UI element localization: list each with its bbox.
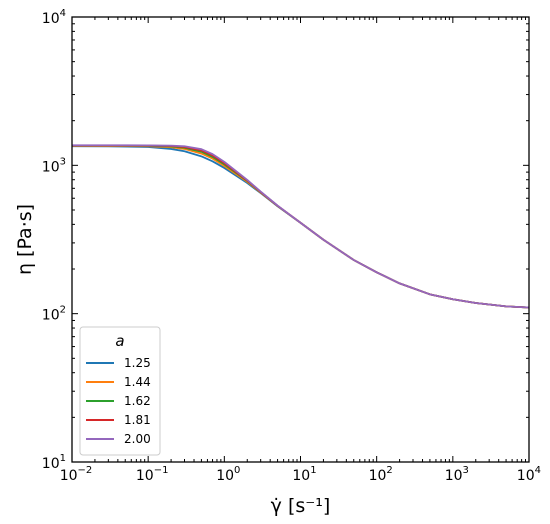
y-axis-label: η [Pa·s]	[14, 204, 36, 275]
legend-label-2: 1.62	[124, 394, 151, 408]
legend-entries: 1.25 1.44 1.62 1.81 2.00	[86, 356, 151, 446]
axis-ticks: 10−2 10−1 100 101 102 103 104 101 102 103 104	[42, 8, 541, 484]
x-tick-label: 102	[369, 465, 393, 484]
y-tick-label: 102	[42, 305, 66, 324]
legend-box	[79, 326, 161, 456]
series-line-1	[71, 145, 530, 309]
x-tick-label: 100	[216, 465, 240, 484]
y-tick-label: 103	[42, 156, 66, 175]
series-line-3	[72, 144, 530, 309]
series-line-0	[71, 145, 530, 309]
legend-title: a	[115, 332, 124, 350]
y-tick-label: 101	[42, 453, 66, 472]
series-line-2	[72, 144, 530, 309]
series-line-4	[72, 144, 530, 309]
x-axis-label: γ̇ [s⁻¹]	[271, 495, 331, 517]
y-tick-label: 104	[42, 8, 66, 27]
x-tick-label: 10−1	[136, 465, 169, 484]
x-tick-label: 104	[517, 465, 541, 484]
legend-label-4: 2.00	[124, 432, 151, 446]
legend-label-3: 1.81	[124, 413, 151, 427]
legend-label-0: 1.25	[124, 356, 151, 370]
legend: a 1.25 1.44 1.62 1.81 2.00	[79, 326, 161, 456]
x-tick-label: 10−2	[60, 465, 93, 484]
legend-label-1: 1.44	[124, 375, 151, 389]
x-tick-label: 103	[445, 465, 469, 484]
plot-lines	[71, 144, 530, 309]
x-tick-label: 101	[292, 465, 316, 484]
